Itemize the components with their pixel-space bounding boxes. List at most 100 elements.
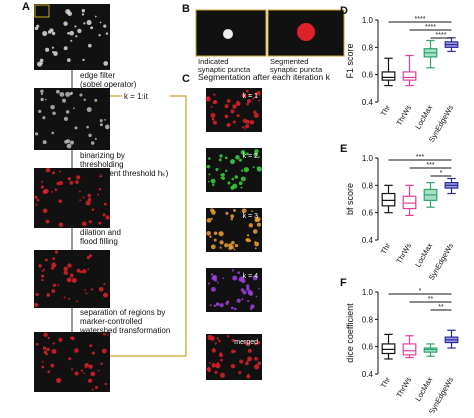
punctum xyxy=(208,361,211,364)
punctum xyxy=(83,22,86,25)
punctum xyxy=(254,217,259,223)
punctum xyxy=(246,287,250,291)
punctum xyxy=(215,302,220,306)
punctum xyxy=(256,222,262,227)
punctum xyxy=(218,158,222,162)
step-text: flood filling xyxy=(80,237,118,246)
punctum xyxy=(103,332,106,336)
punctum xyxy=(66,58,71,62)
punctum xyxy=(43,332,48,337)
y-tick-label: 1.0 xyxy=(362,16,374,25)
x-tick-label: ThrWs xyxy=(394,103,413,127)
step-text: separation of regions by xyxy=(80,308,165,317)
punctum xyxy=(236,298,241,303)
punctum xyxy=(99,174,103,178)
punctum xyxy=(89,344,93,348)
punctum xyxy=(88,364,93,369)
punctum xyxy=(58,222,64,227)
punctum xyxy=(254,95,258,98)
punctum xyxy=(94,15,97,18)
punctum xyxy=(63,296,66,299)
box xyxy=(381,192,396,207)
punctum xyxy=(97,193,100,196)
punctum xyxy=(206,231,211,236)
punctum xyxy=(103,24,107,28)
step-text: dilation and xyxy=(80,228,121,237)
punctum xyxy=(252,229,258,234)
punctum xyxy=(221,172,225,177)
punctum xyxy=(51,190,53,193)
punctum xyxy=(91,388,94,391)
box xyxy=(402,343,417,356)
x-tick-label: ThrWs xyxy=(394,241,413,265)
punctum xyxy=(45,98,47,101)
punctum xyxy=(240,176,246,182)
punctum xyxy=(231,349,235,354)
punctum xyxy=(253,364,260,370)
punctum xyxy=(91,288,94,291)
punctum xyxy=(238,371,242,375)
punctum xyxy=(103,283,106,286)
punctum xyxy=(70,39,73,42)
punctum xyxy=(207,180,210,183)
punctum xyxy=(51,348,57,354)
punctum xyxy=(210,112,216,119)
punctum xyxy=(238,181,243,186)
punctum xyxy=(65,91,71,97)
punctum xyxy=(103,202,107,206)
punctum xyxy=(52,283,56,287)
punctum xyxy=(241,298,244,301)
punctum xyxy=(247,373,250,376)
punctum xyxy=(245,361,249,366)
punctum xyxy=(70,336,75,341)
image-binary xyxy=(34,168,110,228)
punctum xyxy=(247,348,252,353)
punctum xyxy=(41,274,45,278)
punctum xyxy=(231,177,235,181)
punctum xyxy=(75,35,78,38)
punctum xyxy=(257,361,262,366)
punctum xyxy=(75,180,79,184)
image-watershed xyxy=(34,332,110,392)
punctum xyxy=(50,363,55,368)
punctum xyxy=(99,21,102,24)
punctum xyxy=(91,351,95,355)
punctum xyxy=(211,286,216,292)
punctum xyxy=(71,278,77,284)
punctum xyxy=(104,382,107,386)
punctum xyxy=(234,243,239,248)
punctum xyxy=(81,9,86,13)
punctum xyxy=(94,385,99,389)
punctum xyxy=(107,333,109,336)
punctum xyxy=(99,123,103,127)
punctum xyxy=(39,58,44,63)
x-tick-label: ThrWs xyxy=(394,375,413,399)
punctum xyxy=(86,20,92,26)
punctum xyxy=(97,369,100,372)
punctum xyxy=(41,270,44,272)
step-text: edge filter xyxy=(80,71,115,80)
punctum xyxy=(40,97,44,102)
punctum xyxy=(34,302,39,307)
punctum xyxy=(69,30,75,36)
punctum xyxy=(240,169,244,172)
punctum xyxy=(74,126,78,130)
punctum xyxy=(210,273,214,276)
significance-label: *** xyxy=(416,154,424,161)
punctum xyxy=(66,277,72,283)
punctum xyxy=(214,342,217,345)
punctum xyxy=(246,374,251,379)
punctum xyxy=(84,289,86,292)
punctum xyxy=(210,178,216,184)
step-text: thresholding xyxy=(80,160,124,169)
punctum xyxy=(51,31,56,36)
punctum xyxy=(69,180,74,185)
punctum xyxy=(252,166,255,169)
punctum xyxy=(241,208,247,214)
punctum xyxy=(69,274,74,278)
punctum xyxy=(65,110,70,114)
punctum xyxy=(98,221,102,225)
puncta xyxy=(34,8,262,391)
punctum xyxy=(224,114,229,119)
punctum xyxy=(224,169,228,173)
